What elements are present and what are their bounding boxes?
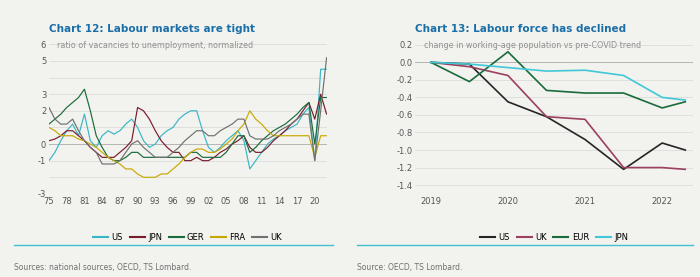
Legend: US, JPN, GER, FRA, UK: US, JPN, GER, FRA, UK [90,230,286,245]
Text: ratio of vacancies to unemployment, normalized: ratio of vacancies to unemployment, norm… [57,41,253,50]
Text: Chart 13: Labour force has declined: Chart 13: Labour force has declined [415,24,626,34]
Legend: US, UK, EUR, JPN: US, UK, EUR, JPN [477,230,631,245]
Text: Sources: national sources, OECD, TS Lombard.: Sources: national sources, OECD, TS Lomb… [14,263,191,272]
Text: change in working-age population vs pre-COVID trend: change in working-age population vs pre-… [424,41,641,50]
Text: Source: OECD, TS Lombard.: Source: OECD, TS Lombard. [357,263,463,272]
Text: Chart 12: Labour markets are tight: Chart 12: Labour markets are tight [49,24,255,34]
